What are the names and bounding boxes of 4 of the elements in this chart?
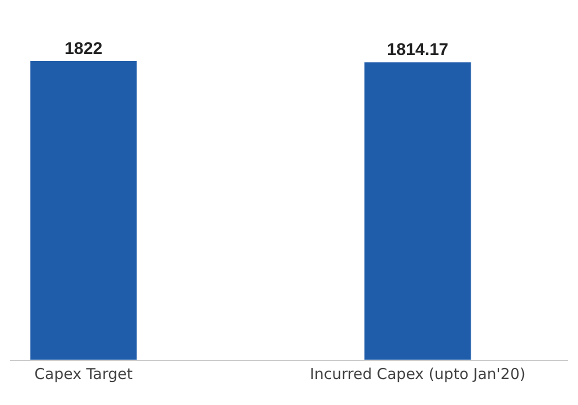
data-label: 1822 [64,38,102,58]
x-tick-label: Capex Target [34,365,133,383]
data-label: 1814.17 [386,40,448,60]
x-tick-label: Incurred Capex (upto Jan'20) [310,365,526,383]
